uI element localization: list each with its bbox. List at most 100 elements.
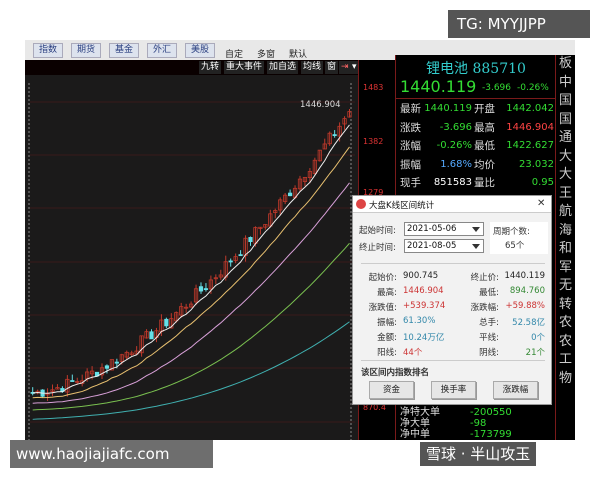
candle-body [124,351,129,358]
dialog-titlebar: 大盘K线区间统计 ✕ [353,196,551,213]
custom-button[interactable]: 自定 [225,50,244,60]
candle-body [188,303,194,308]
stat-value: 0个 [531,333,545,343]
tab-forex[interactable]: 外汇 [147,43,178,58]
tg-watermark: TG: MYYJJPP [448,10,590,38]
site-watermark: www.haojiajiafc.com [10,440,213,468]
tab-us-stocks[interactable]: 美股 [185,43,216,58]
kline-svg [28,83,355,440]
stat-label: 最高: [377,288,397,298]
sector-item[interactable]: 国 [558,93,572,108]
sector-item[interactable]: 板 [558,56,572,71]
sector-item[interactable]: 物 [558,370,572,386]
sector-item[interactable]: 工 [558,352,572,367]
sector-item[interactable]: 海 [558,222,572,238]
nine-turn-button[interactable]: 九转 [199,61,222,74]
sector-item[interactable]: 航 [558,204,572,219]
expand-icon[interactable]: ⇥ [339,61,351,74]
candle-body [70,380,75,382]
quote-label: 现手 [400,177,421,189]
period-box: 周期个数: 65个 [490,222,548,254]
high-price-label: 1446.904 [300,100,341,110]
chart-toolbar: 九转 重大事件 加自选 均线 窗 ⇥ ▾ [25,60,360,75]
candle-body [208,279,213,290]
candle-body [80,380,85,384]
candle-body [297,178,303,190]
kline-chart[interactable]: 1446.904 [25,75,360,440]
multi-window-button[interactable]: 多窗 [257,50,276,60]
stat-label: 涨跌值: [368,303,397,313]
ma-line [32,242,350,411]
stat-value: 44个 [403,348,423,358]
candle-body [312,159,317,174]
sector-item[interactable]: 无 [558,278,572,293]
stat-value: 900.745 [403,271,439,281]
add-watchlist-button[interactable]: 加自选 [267,61,299,74]
sector-item[interactable]: 农 [558,333,572,349]
stat-value: 1440.119 [504,271,545,281]
dropdown-arrow-icon [472,227,480,232]
sector-item[interactable]: 王 [558,185,572,201]
candle-body [65,378,70,393]
default-button[interactable]: 默认 [289,50,308,60]
quote-label: 最低 [474,140,495,152]
candle-body [129,352,134,356]
interval-stats-dialog: 大盘K线区间统计 ✕ 起始时间: 2021-05-06 终止时间: 2021-0… [352,195,552,405]
start-time-label: 起始时间: [359,226,396,236]
stat-value: 52.58亿 [512,318,545,328]
quote-value: 1.68% [440,158,472,170]
candle-body [218,274,223,278]
sector-item[interactable]: 农 [558,315,572,330]
flow-label: 净大单 [400,418,430,429]
axis-tick: 870.4 [363,403,386,412]
tab-index[interactable]: 指数 [33,43,64,58]
period-value: 65个 [505,241,525,251]
stat-label: 终止价: [470,273,499,283]
candle-body [342,118,347,125]
chevron-down-icon[interactable]: ▾ [350,61,359,74]
dropdown-arrow-icon [472,244,480,249]
candle-body [233,256,238,261]
candle-body [268,213,273,227]
sector-item[interactable]: 大 [558,167,572,182]
ma-line [32,124,350,394]
stat-label: 阳线: [377,348,397,358]
window-button[interactable]: 窗 [325,61,339,74]
candle-body [55,387,60,390]
stat-label: 总手: [479,318,499,328]
candle-body [193,288,199,303]
quote-row: 振幅 1.68% 均价 23.032 [400,156,554,174]
candle-body [302,176,308,182]
capital-button[interactable]: 资金 [369,381,414,399]
candle-body [203,288,209,291]
quote-value: 1446.904 [506,121,554,133]
sector-item[interactable]: 通 [558,130,572,145]
stat-label: 金额: [377,333,397,343]
close-icon[interactable]: ✕ [537,198,546,209]
major-events-button[interactable]: 重大事件 [224,61,265,74]
ma-line [32,321,350,420]
turnover-button[interactable]: 换手率 [431,381,476,399]
quote-row: 涨跌 -3.696 最高 1446.904 [400,119,554,137]
quote-row: 最新 1440.119 开盘 1442.042 [400,100,554,118]
flow-row: 净中单 -173799 [400,429,554,440]
tab-futures[interactable]: 期货 [71,43,102,58]
candle-body [198,286,204,292]
change-pct-button[interactable]: 涨跌幅 [493,381,538,399]
period-label: 周期个数: [493,227,530,237]
ma-button[interactable]: 均线 [301,61,324,74]
stat-label: 最低: [479,288,499,298]
end-time-select[interactable]: 2021-08-05 [404,239,484,253]
tab-funds[interactable]: 基金 [109,43,140,58]
quote-value: 0.95 [531,177,554,188]
sector-item[interactable]: 军 [558,259,572,275]
sector-item[interactable]: 中 [558,74,572,90]
start-time-select[interactable]: 2021-05-06 [404,222,484,236]
sector-item[interactable]: 大 [558,148,572,164]
candle-body [263,224,268,228]
sector-item[interactable]: 转 [558,296,572,312]
sector-item[interactable]: 和 [558,241,572,256]
quote-label: 涨跌 [400,121,421,134]
sector-item[interactable]: 国 [558,111,572,127]
quote-label: 最高 [474,121,495,134]
